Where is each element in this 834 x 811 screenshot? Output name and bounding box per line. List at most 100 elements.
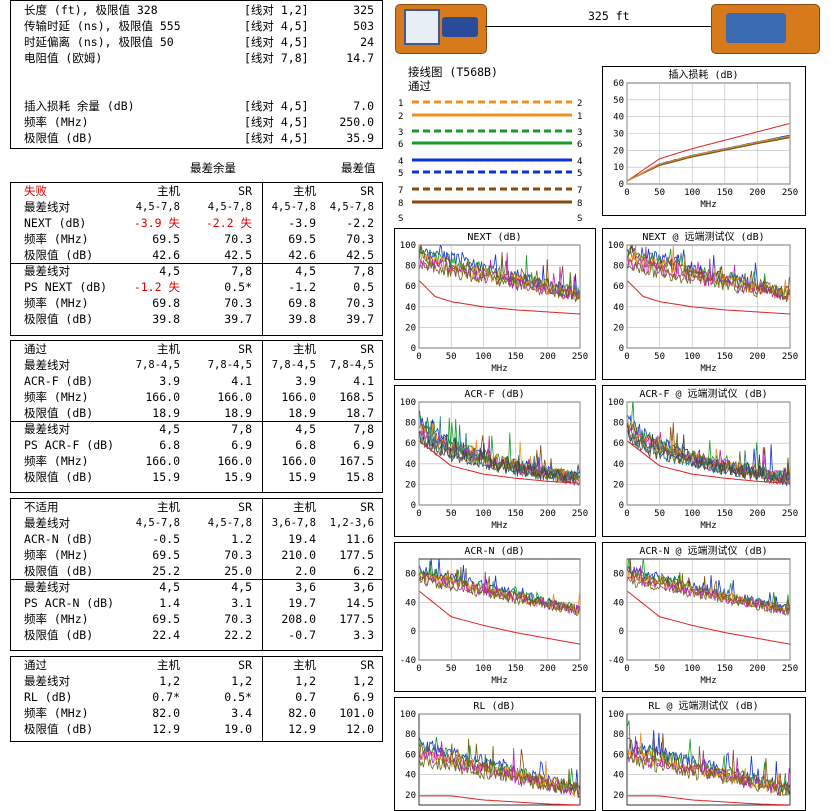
result-value: 4,5-7,8 [329, 201, 374, 213]
y-tick-label: 100 [608, 398, 624, 408]
summary-pair: [线对 7,8] [244, 51, 309, 65]
group-divider [10, 421, 383, 422]
plot-area [626, 558, 791, 661]
result-label: 极限值 (dB) [24, 406, 94, 420]
trace-line [419, 572, 580, 615]
chart-next_r: NEXT @ 远端测试仪 (dB) 100 80 60 40 20 0 0 50 100 150 20… [602, 228, 806, 380]
y-tick-label: 0 [619, 180, 624, 190]
result-label: 极限值 (dB) [24, 628, 94, 642]
result-value: 42.6 [288, 248, 316, 262]
traces [419, 736, 580, 805]
y-tick-label: 40 [405, 303, 416, 313]
result-label: 最差线对 [24, 264, 70, 278]
result-value: -3.9 [288, 216, 316, 230]
summary-pair: [线对 4,5] [244, 99, 309, 113]
result-value: 101.0 [339, 706, 374, 720]
wiremap-pin-left: 7 [398, 186, 403, 196]
section-status: 失败 [24, 184, 47, 198]
chart-title: NEXT @ 远端测试仪 (dB) [642, 230, 764, 243]
chart-title: 插入损耗 (dB) [668, 68, 738, 81]
y-tick-label: 20 [613, 146, 624, 156]
result-label: 频率 (MHz) [24, 706, 89, 720]
y-tick-label: -40 [608, 656, 624, 666]
wiremap-pin-left: 3 [398, 128, 403, 138]
result-value: 7,8-4,5 [271, 359, 316, 371]
y-tick-label: 100 [608, 710, 624, 720]
summary-pair: [线对 1,2] [244, 3, 309, 17]
y-tick-label: 60 [613, 750, 624, 760]
section-col-header: SR [360, 658, 374, 672]
result-value: 6.8 [295, 438, 316, 452]
result-value: 4,5-7,8 [207, 201, 252, 213]
result-label: 频率 (MHz) [24, 612, 89, 626]
result-value: 18.9 [224, 406, 252, 420]
chart-acrn: ACR-N (dB) 80 40 0 -40 0 50 100 150 200 250 MHz [394, 542, 596, 692]
result-value: 42.6 [152, 248, 180, 262]
y-tick-label: 0 [619, 627, 624, 637]
result-value: 6.8 [159, 438, 180, 452]
result-value: -0.5 [152, 532, 180, 546]
x-axis-label: MHz [700, 676, 716, 686]
result-label: ACR-N (dB) [24, 532, 94, 546]
result-value: 1,2 [295, 674, 316, 688]
group-divider [10, 579, 383, 580]
x-axis-label: MHz [700, 200, 716, 210]
result-label: 极限值 (dB) [24, 312, 94, 326]
x-tick-label: 250 [782, 509, 798, 519]
wiremap-pin-right: 8 [577, 199, 582, 209]
y-tick-label: 100 [608, 241, 624, 251]
wiremap-pin-left: 8 [398, 199, 403, 209]
chart-next: NEXT (dB) 100 80 60 40 20 0 0 50 100 150 200 250 MHz [394, 228, 596, 380]
result-value: 69.8 [288, 296, 316, 310]
plot-area [418, 401, 581, 506]
result-value: 3.9 [295, 374, 316, 388]
result-value: 0.5* [224, 690, 252, 704]
x-tick-label: 100 [475, 352, 491, 362]
result-value: 82.0 [288, 706, 316, 720]
wiremap-diagram: 1 2 2 1 3 3 6 6 4 4 5 5 7 7 8 8 S S [398, 99, 582, 224]
summary-value: 35.9 [346, 131, 374, 145]
result-value: 69.5 [152, 232, 180, 246]
y-tick-label: 10 [613, 163, 624, 173]
section-divider [262, 498, 263, 651]
wiremap-shield: S [577, 214, 582, 224]
chart-title: ACR-F (dB) [464, 389, 524, 400]
result-label: 频率 (MHz) [24, 390, 89, 404]
result-value: 4,5 [159, 580, 180, 594]
result-value: 7,8 [231, 264, 252, 278]
result-value: 4,5 [295, 422, 316, 436]
result-value: 70.3 [224, 548, 252, 562]
y-tick-label: 30 [613, 130, 624, 140]
x-axis-label: MHz [491, 676, 507, 686]
result-label: 极限值 (dB) [24, 470, 94, 484]
traces [419, 410, 580, 487]
x-tick-label: 100 [684, 509, 700, 519]
wiremap-shield: S [398, 214, 403, 224]
result-value: -3.9 失 [133, 216, 180, 230]
result-value: 70.3 [346, 296, 374, 310]
result-label: RL (dB) [24, 690, 73, 704]
result-value: 19.0 [224, 722, 252, 736]
x-axis-label: MHz [700, 364, 716, 374]
result-value: 39.7 [224, 312, 252, 326]
result-value: 19.4 [288, 532, 316, 546]
result-label: 极限值 (dB) [24, 722, 94, 736]
result-value: 4,5-7,8 [271, 201, 316, 213]
chart-acrf_r: ACR-F @ 远端测试仪 (dB) 100 80 60 40 20 0 0 50 100 150 2… [602, 385, 806, 537]
result-value: 1,2 [159, 674, 180, 688]
wiremap-pin-left: 2 [398, 112, 403, 122]
y-tick-label: 100 [400, 710, 416, 720]
section-col-header: SR [360, 184, 374, 198]
y-tick-label: 60 [405, 750, 416, 760]
summary-value: 7.0 [353, 99, 374, 113]
result-label: 频率 (MHz) [24, 548, 89, 562]
summary-label: 插入损耗 余量 (dB) [24, 99, 135, 113]
y-tick-label: 80 [613, 419, 624, 429]
section-col-header: SR [238, 342, 252, 356]
result-value: 69.5 [152, 612, 180, 626]
section-col-header: 主机 [157, 658, 180, 672]
main-tester-device [395, 4, 487, 54]
y-tick-label: 100 [400, 241, 416, 251]
trace-line [627, 573, 790, 616]
